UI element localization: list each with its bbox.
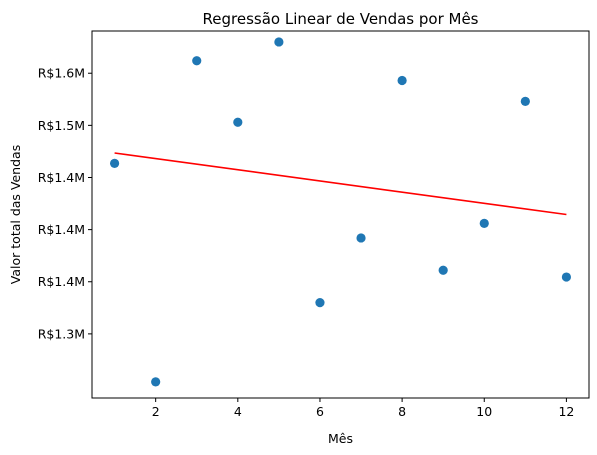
y-tick-label: R$1.5M: [38, 118, 85, 133]
chart-title: Regressão Linear de Vendas por Mês: [203, 10, 479, 28]
y-tick-label: R$1.4M: [38, 222, 85, 237]
data-point: [233, 117, 243, 127]
regression-line: [114, 152, 567, 216]
data-point: [274, 37, 284, 47]
data-point: [356, 233, 366, 243]
data-point: [192, 56, 202, 66]
data-point: [397, 75, 407, 86]
y-axis: R$1.3M R$1.4M R$1.4M R$1.4M R$1.5M R$1.6M: [38, 66, 92, 341]
x-axis: 2 4 6 8 10 12: [152, 398, 574, 419]
data-point: [520, 96, 530, 106]
x-tick-label: 6: [316, 404, 324, 419]
x-tick-label: 10: [476, 404, 492, 419]
y-tick-label: R$1.4M: [38, 274, 85, 289]
y-tick-label: R$1.6M: [38, 66, 85, 81]
data-point: [438, 265, 448, 275]
data-point: [151, 377, 161, 387]
data-point: [109, 158, 120, 169]
data-point: [315, 298, 325, 308]
x-axis-label: Mês: [328, 431, 353, 446]
x-tick-label: 12: [558, 404, 574, 419]
y-tick-label: R$1.3M: [38, 326, 85, 341]
data-point: [479, 218, 489, 228]
x-tick-label: 2: [152, 404, 160, 419]
y-axis-label: Valor total das Vendas: [8, 145, 23, 284]
x-tick-label: 8: [398, 404, 406, 419]
data-point: [561, 272, 572, 282]
x-tick-label: 4: [234, 404, 242, 419]
y-tick-label: R$1.4M: [38, 170, 85, 185]
plot-area: [91, 30, 590, 399]
regression-line-group: [114, 152, 567, 216]
data-points: [109, 37, 572, 387]
